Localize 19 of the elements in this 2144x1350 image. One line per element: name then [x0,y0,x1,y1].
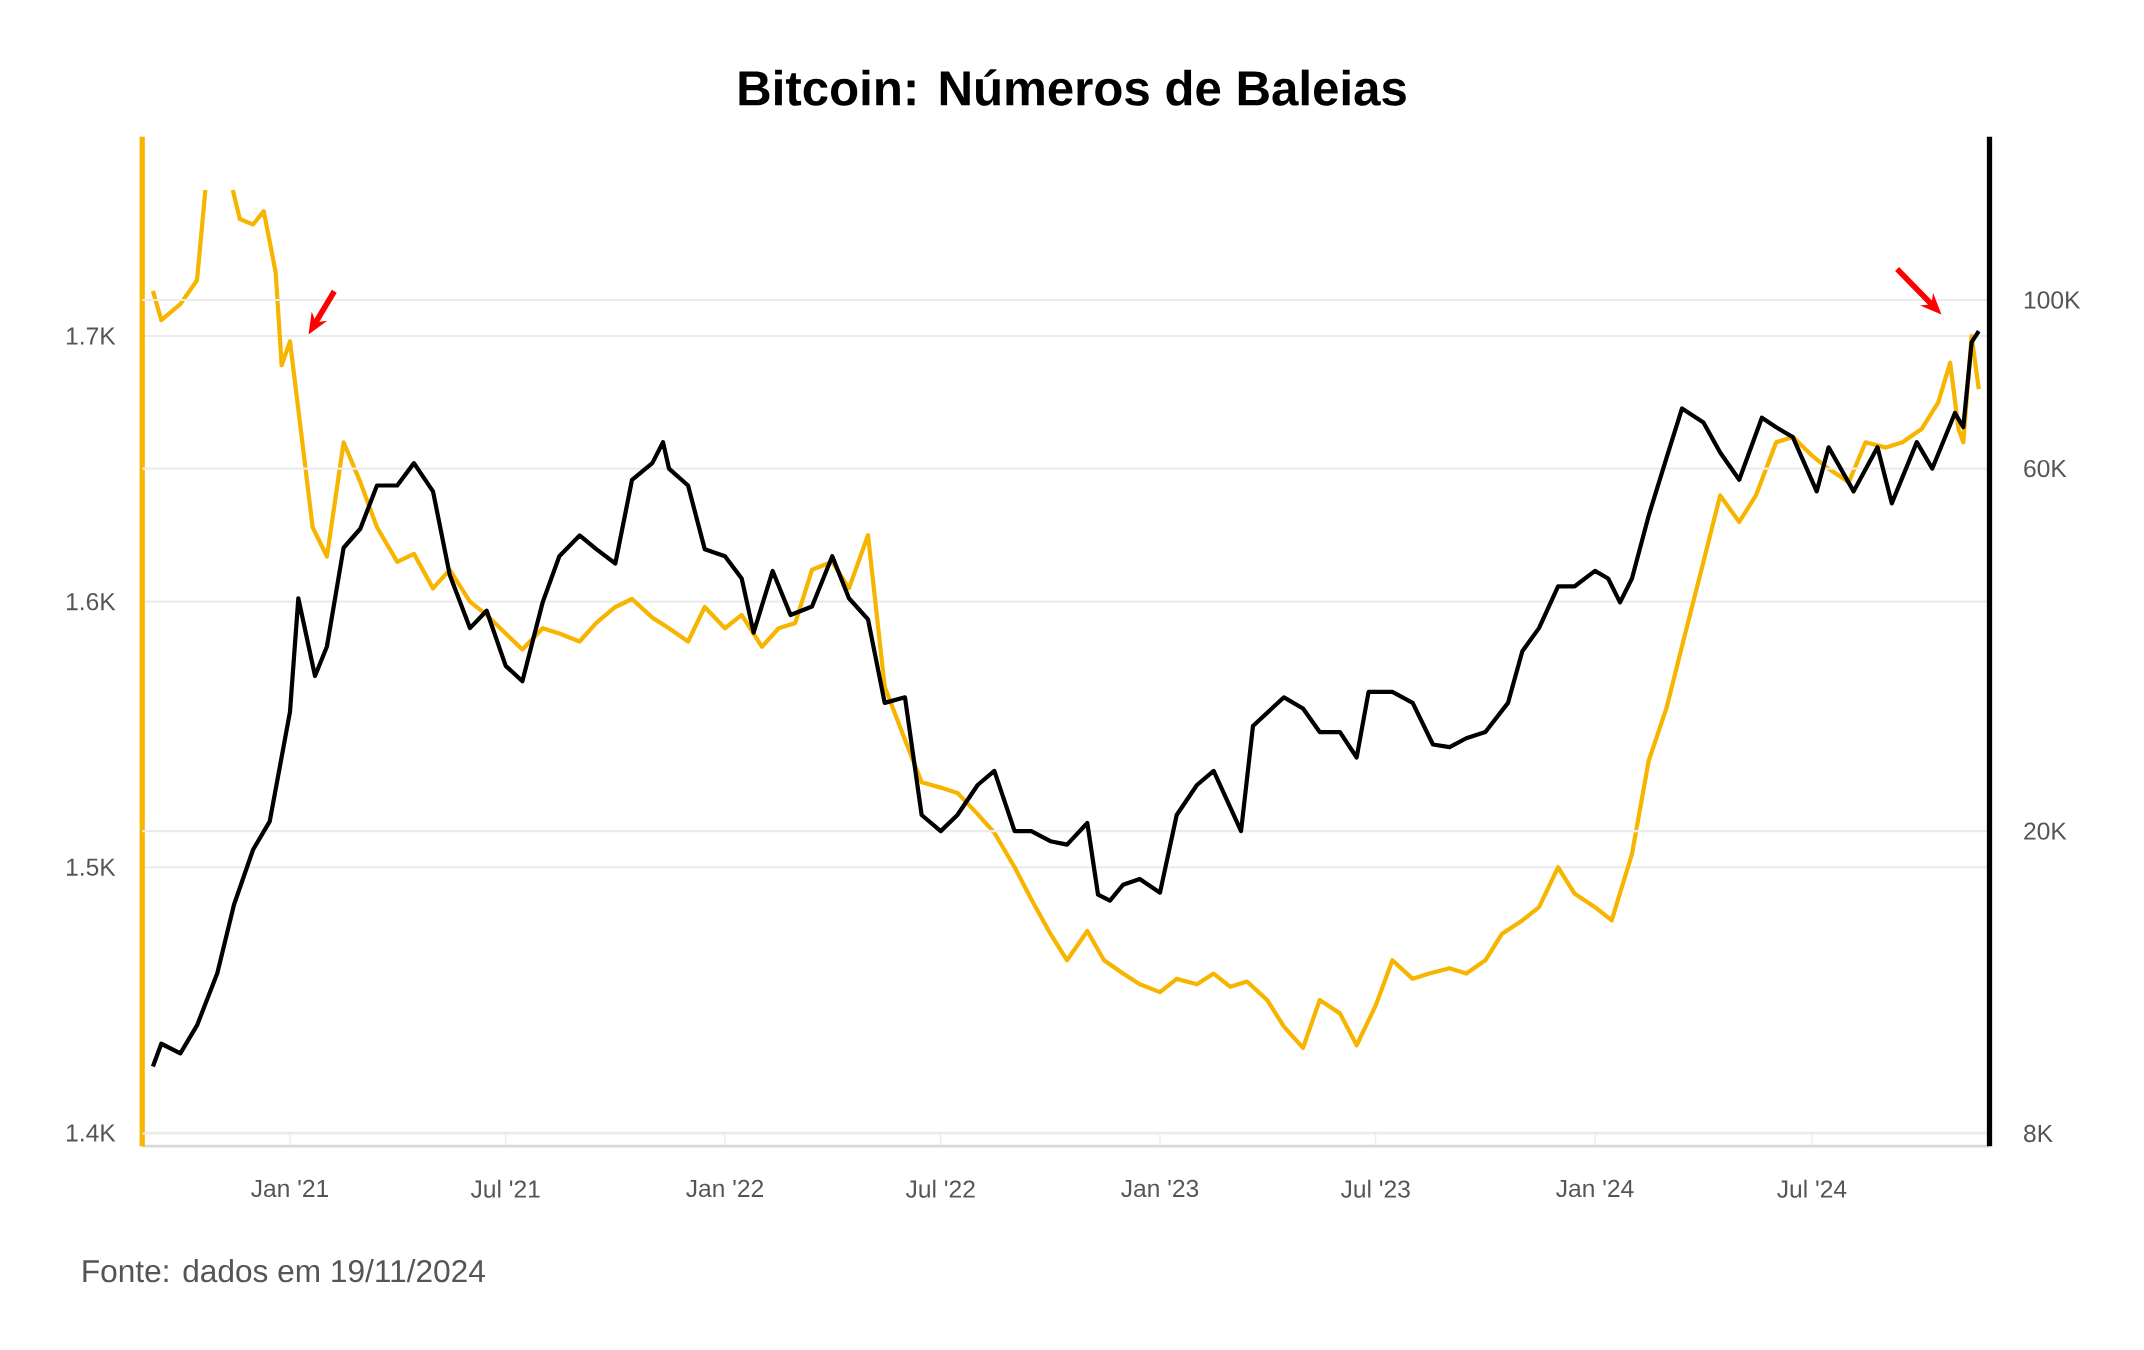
chart-title: Bitcoin: Números de Baleias [739,69,1406,106]
y2-tick-label: 20K [2024,822,2067,840]
x-tick-label: Jan '23 [1121,1179,1199,1198]
y2-tick-label: 60K [2024,459,2067,478]
x-tick-label: Jan '21 [251,1179,329,1198]
x-tick-label: Jul '22 [905,1179,975,1198]
y-tick-label: 1.5K [66,858,116,876]
x-tick-label: Jan '24 [1556,1179,1634,1198]
y-tick-label: 1.6K [66,592,116,611]
y2-tick-label: 100K [2024,291,2081,309]
y-tick-label: 1.7K [66,327,116,345]
x-tick-label: Jul '21 [470,1179,540,1198]
x-tick-label: Jul '23 [1340,1179,1410,1198]
line-series [150,329,1981,1069]
source-note: Fonte: dados em 19/11/2024 [83,1259,485,1283]
x-tick-label: Jul '24 [1777,1179,1847,1198]
x-tick-label: Jan '22 [686,1179,764,1198]
y-tick-label: 1.4K [66,1124,116,1142]
y2-tick-label: 8K [2024,1124,2053,1143]
